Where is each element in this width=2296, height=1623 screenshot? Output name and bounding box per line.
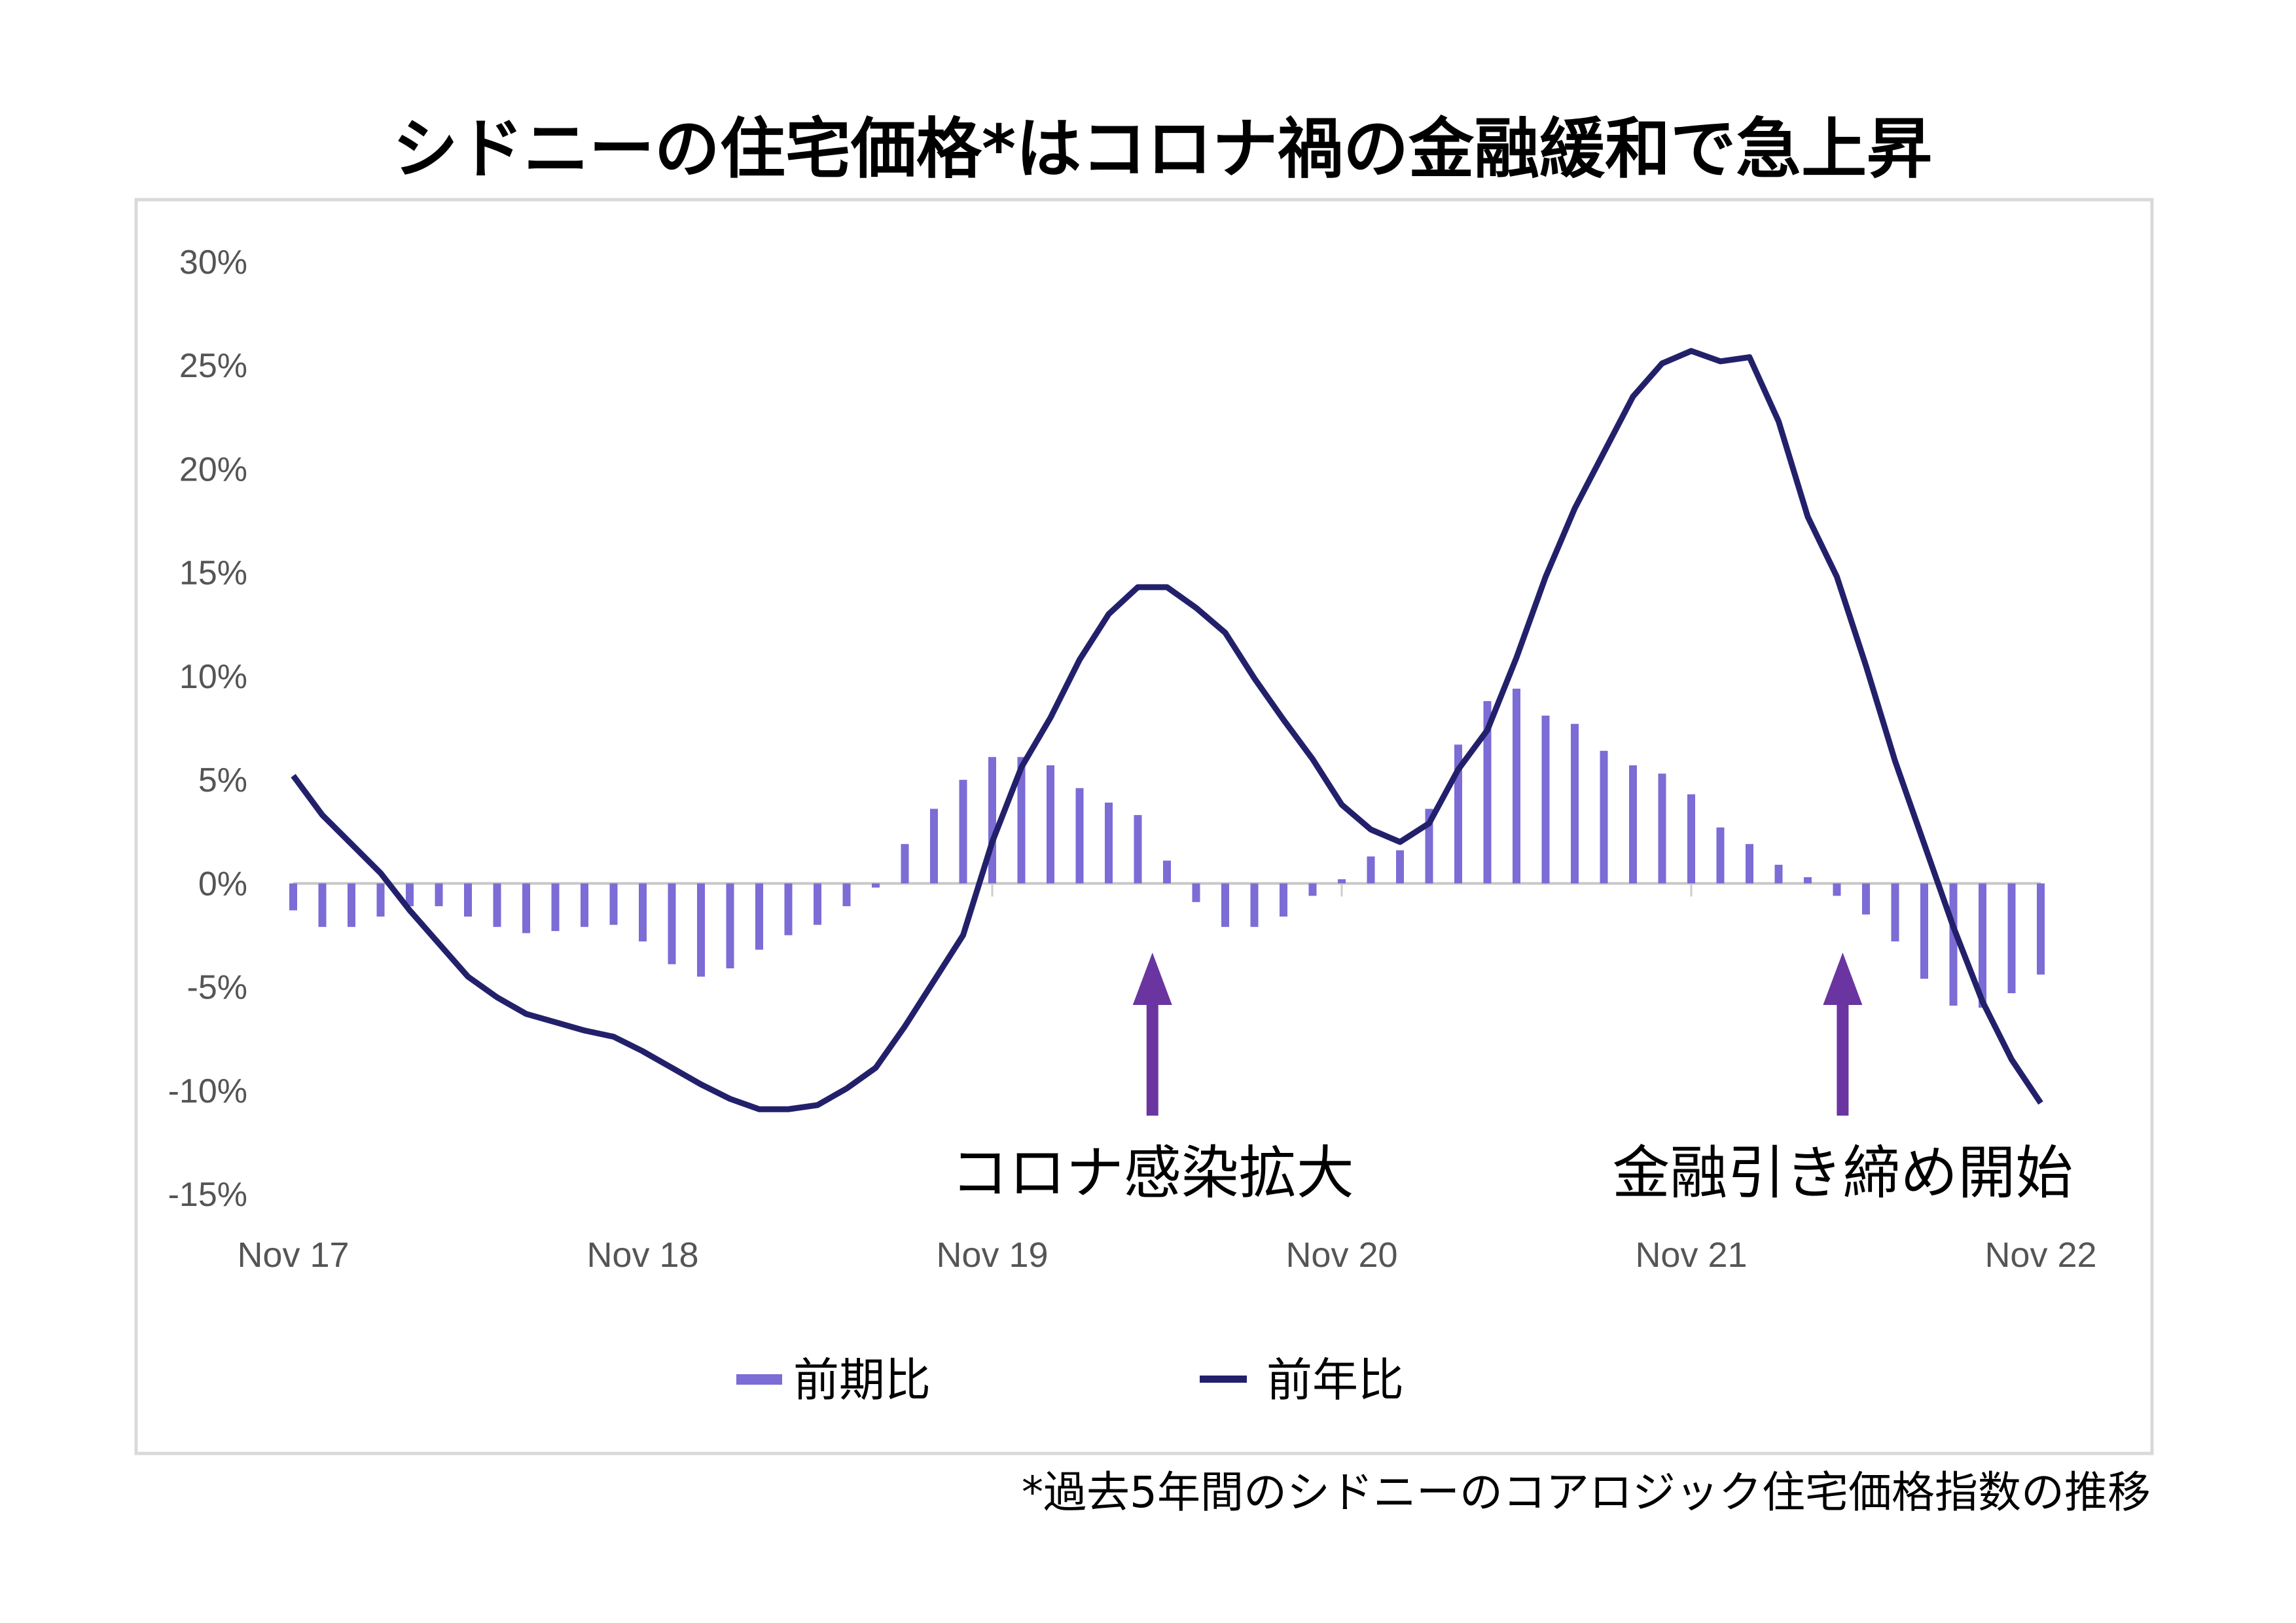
bar bbox=[1338, 879, 1346, 884]
bar bbox=[1833, 883, 1841, 896]
bar bbox=[1600, 750, 1608, 884]
bar bbox=[609, 883, 618, 925]
y-tick-label: 30% bbox=[179, 244, 247, 282]
y-tick-label: 15% bbox=[179, 555, 247, 593]
bar bbox=[1658, 773, 1666, 884]
bar bbox=[1774, 864, 1783, 884]
bar bbox=[1746, 844, 1753, 884]
annotation-arrow-head bbox=[1132, 953, 1172, 1005]
bar bbox=[1541, 716, 1550, 884]
bar bbox=[1891, 883, 1899, 941]
annotations: コロナ感染拡大 金融引き締め開始 bbox=[951, 953, 2073, 1207]
bar bbox=[1804, 877, 1812, 884]
bar bbox=[1163, 860, 1171, 884]
bar bbox=[1367, 856, 1375, 884]
chart-frame bbox=[134, 198, 2154, 1455]
bar bbox=[522, 883, 530, 934]
bar bbox=[1571, 723, 1579, 884]
bar bbox=[1920, 883, 1928, 979]
bar bbox=[784, 883, 793, 936]
bar bbox=[1687, 794, 1695, 884]
legend: 前期比 前年比 bbox=[736, 1353, 1404, 1407]
bar bbox=[814, 883, 821, 925]
y-tick-label: -15% bbox=[168, 1176, 247, 1214]
bar bbox=[1047, 765, 1054, 884]
x-tick-label: Nov 20 bbox=[1285, 1235, 1397, 1275]
bar bbox=[1979, 883, 1986, 1008]
bar bbox=[930, 809, 938, 884]
bar bbox=[406, 883, 414, 907]
x-tick-label: Nov 17 bbox=[237, 1235, 349, 1275]
legend-swatch-bar bbox=[736, 1374, 782, 1385]
bar bbox=[1454, 744, 1462, 884]
bar bbox=[697, 883, 705, 977]
y-tick-label: 20% bbox=[179, 450, 247, 488]
footnote: *過去5年間のシドニーのコアロジック住宅価格指数の推移 bbox=[1022, 1467, 2151, 1518]
annotation-label: 金融引き締め開始 bbox=[1612, 1139, 2073, 1207]
bar bbox=[668, 883, 676, 964]
legend-swatch-line bbox=[1200, 1376, 1247, 1383]
bar bbox=[1308, 883, 1317, 896]
y-tick-label: 10% bbox=[179, 658, 247, 696]
y-tick-label: 0% bbox=[198, 865, 247, 903]
bar bbox=[289, 883, 297, 911]
bar bbox=[1949, 883, 1958, 1006]
bar bbox=[988, 757, 996, 884]
bar bbox=[1250, 883, 1259, 927]
bar bbox=[1075, 788, 1084, 884]
annotation-label: コロナ感染拡大 bbox=[951, 1139, 1354, 1207]
bar bbox=[1017, 757, 1026, 884]
bar bbox=[376, 883, 385, 917]
bar bbox=[1483, 701, 1492, 884]
bar bbox=[1280, 883, 1287, 917]
bar bbox=[2007, 883, 2016, 994]
bar bbox=[1396, 850, 1404, 884]
line-series bbox=[291, 348, 2043, 1112]
legend-label-line: 前年比 bbox=[1266, 1353, 1404, 1407]
x-tick-label: Nov 18 bbox=[586, 1235, 698, 1275]
x-tick-label: Nov 21 bbox=[1635, 1235, 1747, 1275]
bar bbox=[493, 883, 501, 927]
bar bbox=[1716, 827, 1725, 884]
y-tick-label: 25% bbox=[179, 347, 247, 385]
bar bbox=[1134, 814, 1142, 884]
bar bbox=[435, 883, 443, 907]
bar bbox=[726, 883, 734, 969]
y-tick-label: 5% bbox=[198, 761, 247, 799]
bar bbox=[1192, 883, 1200, 902]
bar bbox=[1221, 883, 1229, 927]
annotation-arrow-shaft bbox=[1146, 1002, 1158, 1116]
bar bbox=[551, 883, 560, 932]
bar bbox=[1513, 688, 1520, 884]
bar bbox=[842, 883, 851, 907]
x-axis: Nov 17 Nov 18 Nov 19 Nov 20 Nov 21 Nov 22 bbox=[237, 883, 2097, 1275]
annotation-arrow-head bbox=[1823, 953, 1863, 1005]
chart-title: シドニーの住宅価格*はコロナ禍の金融緩和で急上昇 bbox=[393, 111, 1932, 187]
bar bbox=[348, 883, 355, 927]
y-axis: 30% 25% 20% 15% 10% 5% 0% -5% -10% -15% bbox=[168, 244, 247, 1214]
bar bbox=[318, 883, 327, 927]
annotation-arrow-shaft bbox=[1837, 1002, 1849, 1116]
legend-label-bar: 前期比 bbox=[793, 1353, 931, 1407]
x-tick-label: Nov 19 bbox=[936, 1235, 1048, 1275]
bar bbox=[581, 883, 588, 927]
bar bbox=[901, 844, 909, 884]
x-tick-label: Nov 22 bbox=[1984, 1235, 2096, 1275]
bar bbox=[464, 883, 472, 917]
y-tick-label: -5% bbox=[187, 969, 247, 1007]
bar bbox=[755, 883, 763, 950]
bar bbox=[1105, 802, 1113, 884]
y-tick-label: -10% bbox=[168, 1072, 247, 1110]
bar bbox=[639, 883, 647, 941]
bar bbox=[1862, 883, 1870, 915]
bar bbox=[1629, 765, 1637, 884]
bar bbox=[2037, 883, 2045, 975]
bar bbox=[872, 883, 880, 888]
bar bbox=[959, 780, 967, 884]
